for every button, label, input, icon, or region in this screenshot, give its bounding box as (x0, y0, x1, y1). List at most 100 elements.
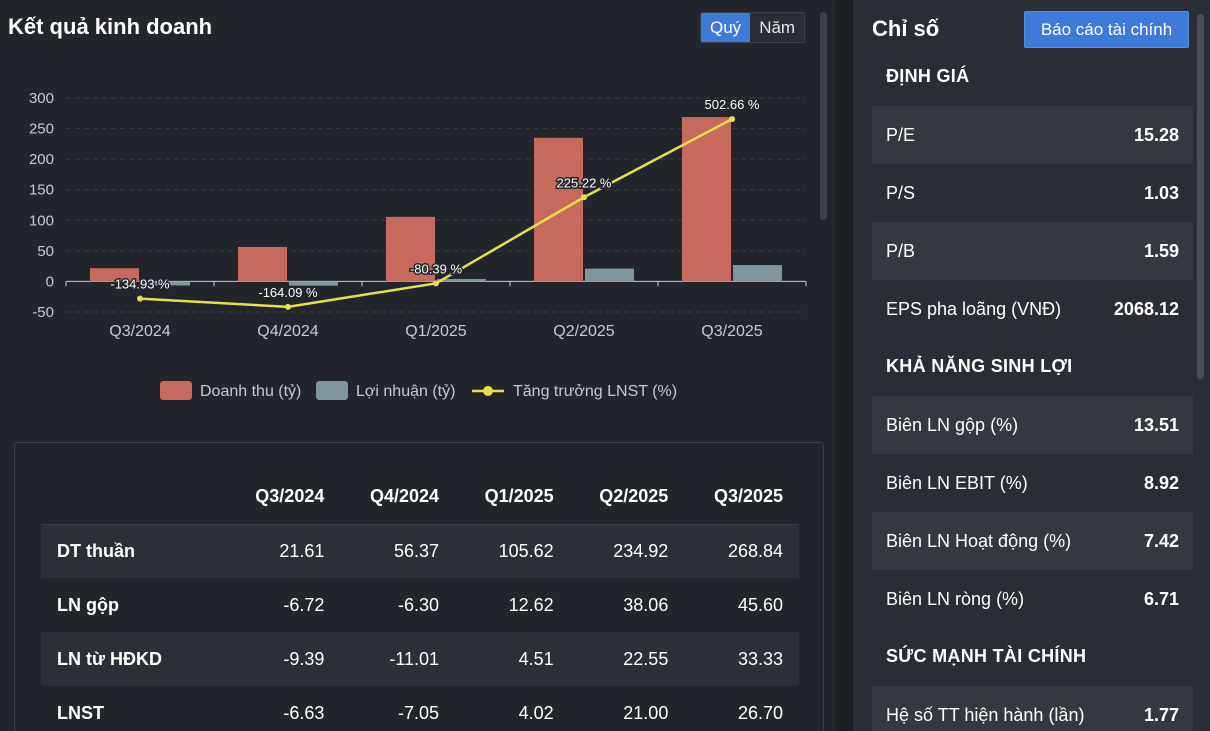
table-cell: 56.37 (340, 524, 456, 578)
metric-value: 1.03 (1143, 182, 1179, 203)
financial-report-button[interactable]: Báo cáo tài chính (1024, 11, 1189, 48)
row-label: LN từ HĐKD (41, 632, 226, 686)
row-label: LNST (57, 702, 104, 723)
toggle-quarter-button[interactable]: Quý (701, 13, 751, 42)
revenue-bar (386, 216, 435, 282)
business-chart: 300 250 200 150 100 50 0 -50 Q3/2024 Q4/2024 Q1/20… (29, 90, 807, 400)
growth-point (137, 295, 143, 302)
metric-row: Biên LN ròng (%) 6.71 (872, 570, 1193, 628)
metric-label: P/B (886, 240, 916, 261)
profit-bar (141, 281, 190, 286)
valuation-heading: ĐỊNH GIÁ (886, 66, 970, 86)
metric-row: Biên LN EBIT (%) 8.92 (872, 454, 1193, 512)
metric-value: 7.42 (1143, 530, 1179, 551)
table-cell: -7.05 (397, 702, 440, 723)
table-cell: -6.72 (283, 594, 325, 615)
toggle-year-button[interactable]: Năm (750, 13, 805, 42)
legend-profit-label: Lợi nhuận (tỷ) (356, 383, 455, 400)
growth-point (433, 280, 439, 287)
right-scrollbar[interactable] (1197, 14, 1204, 379)
metric-label: P/E (886, 124, 916, 145)
metric-label: Biên LN Hoạt động (%) (886, 530, 1072, 551)
revenue-bar (682, 117, 731, 282)
metric-value: 8.92 (1143, 472, 1179, 493)
metric-label: Hệ số TT hiện hành (lần) (886, 704, 1085, 725)
metric-label: Biên LN EBIT (%) (886, 472, 1028, 493)
table-header-row: Q3/2024 Q4/2024 Q1/2025 Q2/2025 Q3/2025 (41, 469, 799, 525)
table-header-cell: Q3/2025 (684, 469, 799, 525)
left-scrollbar[interactable] (820, 12, 827, 220)
table-cell: 4.51 (455, 632, 570, 686)
results-table: Q3/2024 Q4/2024 Q1/2025 Q2/2025 Q3/2025 … (41, 469, 799, 731)
table-cell: -6.30 (397, 594, 440, 615)
profit-bar (289, 281, 338, 286)
growth-point (729, 116, 735, 123)
y-tick-label: 50 (37, 243, 54, 260)
metric-row: P/B 1.59 (872, 222, 1193, 280)
profit-bar (733, 265, 782, 282)
table-cell: 45.60 (737, 594, 783, 615)
table-cell: 268.84 (684, 524, 799, 578)
revenue-bar (534, 137, 583, 282)
table-row: LN từ HĐKD -9.39 -11.01 4.51 22.55 33.33 (41, 632, 799, 686)
metric-row: EPS pha loãng (VNĐ) 2068.12 (872, 280, 1193, 338)
period-toggle: Quý Năm (700, 12, 806, 43)
y-tick-label: 300 (29, 90, 54, 107)
growth-point-label: -80.39 % (410, 261, 462, 276)
y-tick-label: 150 (29, 182, 54, 199)
legend-revenue-label: Doanh thu (tỷ) (200, 383, 301, 400)
metric-value: 15.28 (1133, 124, 1179, 145)
legend-profit-swatch (316, 381, 348, 400)
table-cell: -11.01 (340, 632, 456, 686)
metric-row: P/E 15.28 (872, 106, 1193, 164)
results-table-panel: Q3/2024 Q4/2024 Q1/2025 Q2/2025 Q3/2025 … (14, 442, 824, 731)
growth-point (581, 194, 587, 201)
metric-value: 1.77 (1143, 704, 1179, 725)
profit-bar (585, 268, 634, 282)
financial-strength-heading: SỨC MẠNH TÀI CHÍNH (886, 646, 1087, 666)
x-tick-label: Q3/2024 (109, 323, 170, 340)
profit-bar (437, 278, 486, 282)
revenue-bar (238, 246, 287, 282)
profitability-heading: KHẢ NĂNG SINH LỢI (886, 356, 1073, 376)
business-results-panel: Kết quả kinh doanh Quý Năm 300 250 200 150 1… (8, 12, 827, 731)
growth-point-label: 225.22 % (557, 175, 612, 190)
metric-row: Hệ số TT hiện hành (lần) 1.77 (872, 686, 1193, 731)
table-cell: 26.70 (737, 702, 783, 723)
revenue-bar (90, 268, 139, 282)
table-cell: -9.39 (225, 632, 341, 686)
metric-value: 2068.12 (1113, 298, 1179, 319)
table-header-cell: Q4/2024 (340, 469, 456, 525)
table-header-cell: Q3/2024 (225, 469, 341, 525)
table-row: LN gộp -6.72 -6.30 12.62 38.06 45.60 (41, 578, 799, 632)
table-cell: 234.92 (569, 524, 685, 578)
table-cell: 33.33 (684, 632, 799, 686)
y-tick-label: -50 (32, 304, 54, 321)
y-tick-label: 250 (29, 121, 54, 138)
table-header-cell (41, 469, 226, 525)
growth-point (285, 303, 291, 310)
y-tick-label: 200 (29, 151, 54, 168)
x-tick-label: Q3/2025 (701, 323, 762, 340)
y-tick-label: 100 (29, 212, 54, 229)
table-cell: -6.63 (283, 702, 325, 723)
metric-value: 6.71 (1143, 588, 1179, 609)
metric-value: 13.51 (1133, 414, 1179, 435)
legend-growth-label: Tăng trưởng LNST (%) (513, 383, 677, 400)
table-cell: 21.00 (623, 702, 669, 723)
business-results-title: Kết quả kinh doanh (8, 14, 213, 39)
table-cell: 22.55 (569, 632, 685, 686)
table-row: DT thuần 21.61 56.37 105.62 234.92 268.8… (41, 524, 799, 578)
table-header-cell: Q1/2025 (455, 469, 570, 525)
table-row: LNST -6.63 -7.05 4.02 21.00 26.70 (41, 686, 799, 731)
table-cell: 38.06 (623, 594, 669, 615)
metrics-panel: Chỉ số Báo cáo tài chính ĐỊNH GIÁ P/E 15… (853, 0, 1210, 731)
table-cell: 105.62 (455, 524, 570, 578)
growth-point-label: 502.66 % (705, 97, 760, 112)
table-cell: 12.62 (508, 594, 554, 615)
x-tick-label: Q1/2025 (405, 323, 466, 340)
metrics-title: Chỉ số (872, 16, 940, 41)
table-cell: 21.61 (225, 524, 341, 578)
row-label: LN gộp (57, 594, 119, 615)
metric-label: Biên LN ròng (%) (886, 588, 1025, 609)
